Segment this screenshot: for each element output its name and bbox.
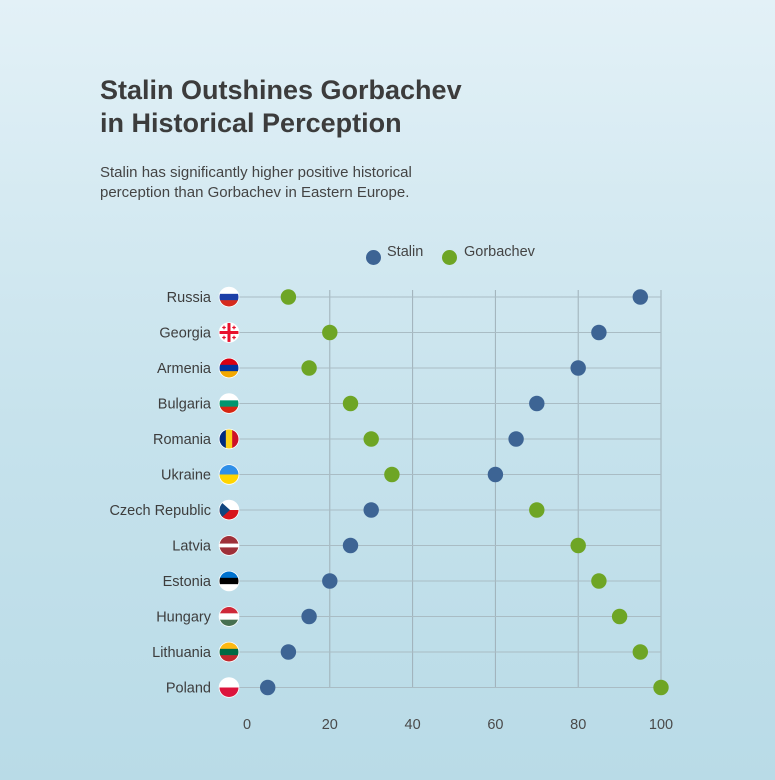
- x-tick-label: 60: [487, 717, 503, 733]
- point-gorbachev-armenia: [301, 360, 317, 376]
- category-label-czech-republic: Czech Republic: [109, 503, 211, 519]
- point-stalin-romania: [508, 431, 524, 447]
- category-label-lithuania: Lithuania: [152, 645, 212, 661]
- x-tick-label: 80: [570, 717, 586, 733]
- x-tick-label: 20: [322, 717, 338, 733]
- point-stalin-georgia: [591, 324, 607, 341]
- romania-flag-icon: [218, 428, 240, 450]
- chart-title-line-1: Stalin Outshines Gorbachev: [100, 75, 462, 105]
- point-stalin-czech-republic: [363, 502, 379, 518]
- point-gorbachev-lithuania: [632, 644, 648, 660]
- legend-marker-gorbachev: [442, 250, 457, 265]
- point-stalin-ukraine: [487, 466, 504, 483]
- legend: Stalin Gorbachev: [0, 244, 775, 268]
- category-label-russia: Russia: [167, 290, 212, 306]
- ukraine-flag-icon: [218, 464, 240, 485]
- point-stalin-lithuania: [280, 644, 297, 660]
- armenia-flag-icon: [218, 357, 240, 379]
- category-label-bulgaria: Bulgaria: [158, 397, 212, 413]
- point-stalin-hungary: [301, 608, 317, 625]
- georgia-flag-icon: [218, 322, 240, 343]
- category-label-latvia: Latvia: [172, 539, 212, 555]
- point-gorbachev-czech-republic: [529, 502, 545, 518]
- czech-republic-flag-icon: [218, 499, 240, 521]
- grid: [238, 290, 662, 688]
- category-label-georgia: Georgia: [159, 326, 212, 342]
- point-gorbachev-bulgaria: [342, 395, 359, 412]
- point-stalin-latvia: [342, 537, 359, 554]
- point-gorbachev-romania: [363, 431, 379, 447]
- chart-title-line-2: in Historical Perception: [100, 108, 402, 138]
- point-gorbachev-estonia: [591, 573, 607, 589]
- point-stalin-armenia: [570, 360, 586, 376]
- category-label-estonia: Estonia: [163, 574, 212, 590]
- x-tick-label: 0: [243, 717, 251, 733]
- point-gorbachev-hungary: [611, 608, 628, 625]
- x-tick-label: 40: [405, 717, 421, 733]
- point-gorbachev-latvia: [570, 537, 586, 554]
- hungary-flag-icon: [218, 606, 240, 627]
- legend-marker-stalin: [366, 250, 381, 265]
- category-rows: Russia Georgia Armenia Bulgaria Romania Ukrai…: [109, 286, 240, 698]
- point-stalin-russia: [632, 289, 648, 305]
- chart-subtitle: Stalin has significantly higher positive…: [100, 164, 412, 201]
- poland-flag-icon: [218, 677, 240, 698]
- legend-label-stalin: Stalin: [387, 244, 424, 260]
- category-label-armenia: Armenia: [157, 361, 212, 377]
- point-gorbachev-ukraine: [384, 466, 400, 483]
- x-tick-label: 100: [649, 717, 673, 733]
- category-label-poland: Poland: [166, 681, 211, 697]
- point-gorbachev-russia: [280, 289, 297, 305]
- data-points: [260, 289, 669, 696]
- category-label-ukraine: Ukraine: [161, 468, 211, 484]
- latvia-flag-icon: [218, 535, 240, 556]
- category-label-hungary: Hungary: [156, 610, 212, 626]
- point-gorbachev-poland: [653, 679, 669, 696]
- point-stalin-poland: [260, 679, 276, 696]
- x-axis: 0 20 40 60 80 100: [243, 717, 673, 733]
- legend-label-gorbachev: Gorbachev: [464, 244, 535, 260]
- point-stalin-estonia: [322, 573, 338, 589]
- point-stalin-bulgaria: [529, 395, 545, 412]
- russia-flag-icon: [218, 286, 240, 308]
- point-gorbachev-georgia: [322, 324, 338, 341]
- bulgaria-flag-icon: [218, 393, 240, 414]
- lithuania-flag-icon: [218, 641, 240, 663]
- category-label-romania: Romania: [153, 432, 212, 448]
- estonia-flag-icon: [218, 570, 240, 592]
- chart-title: Stalin Outshines Gorbachev in Historical…: [100, 74, 700, 140]
